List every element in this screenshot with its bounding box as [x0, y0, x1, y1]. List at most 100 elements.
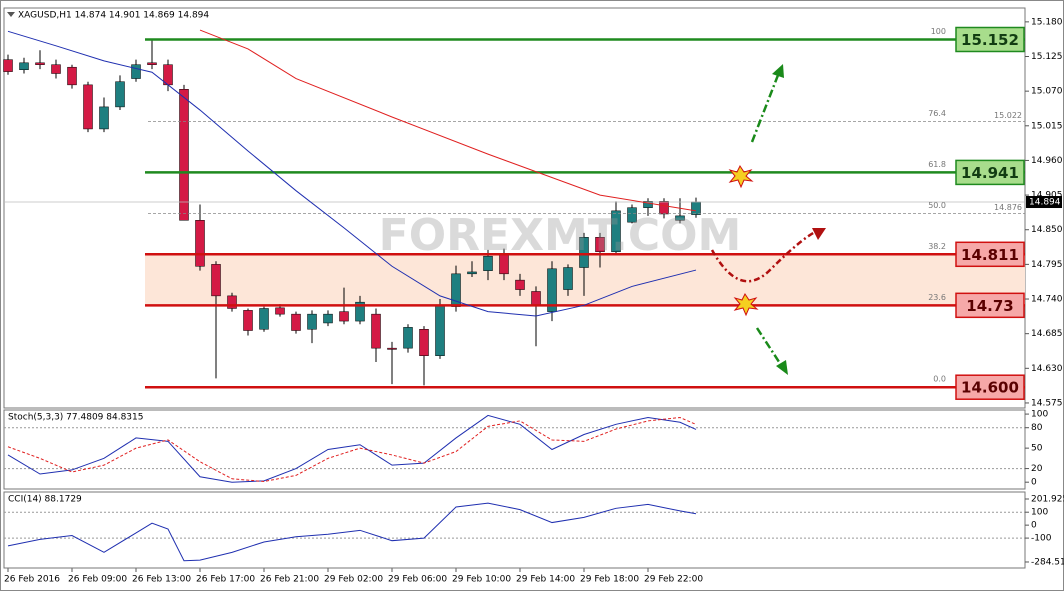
candle-body — [355, 301, 365, 322]
level-value: 14.941 — [961, 164, 1019, 182]
candle-body — [195, 220, 205, 267]
line-series — [199, 29, 697, 212]
y-tick-label: 14.905 — [1031, 191, 1063, 201]
up-arrow — [750, 69, 782, 143]
candle-body — [611, 210, 621, 253]
candle-body — [595, 237, 605, 253]
candle-body — [51, 64, 61, 74]
candle-body — [275, 307, 285, 315]
candle-body — [419, 329, 429, 356]
down-arrow — [755, 327, 785, 369]
candle-body — [307, 313, 317, 330]
y-tick-label: 201.925 — [1031, 495, 1064, 505]
arrow-head — [812, 228, 826, 240]
level-value: 14.811 — [961, 246, 1019, 264]
y-tick-label: 14.795 — [1031, 260, 1063, 270]
y-tick-label: 14.740 — [1031, 295, 1063, 305]
arrow-head — [772, 64, 784, 78]
y-tick-label: 15.070 — [1031, 87, 1063, 97]
x-tick-label: 29 Feb 22:00 — [644, 575, 703, 585]
candle-body — [659, 201, 669, 215]
candle-body — [515, 279, 525, 290]
candle-body — [131, 64, 141, 79]
candle-body — [643, 201, 653, 208]
y-tick-label: -100 — [1031, 534, 1052, 544]
x-tick-label: 26 Feb 21:00 — [260, 575, 319, 585]
price-label: 14.894 — [1029, 198, 1061, 208]
level-box — [955, 26, 1025, 53]
panel-title: XAGUSD,H1 14.874 14.901 14.869 14.894 — [18, 11, 209, 21]
fib-price: 14.876 — [994, 203, 1022, 212]
panel-frame — [3, 7, 1026, 409]
line-series — [7, 502, 697, 562]
y-tick-label: 0 — [1031, 478, 1037, 488]
panel-title: Stoch(5,3,3) 77.4809 84.8315 — [8, 413, 143, 423]
level-box — [955, 241, 1025, 268]
panel-title: CCI(14) 88.1729 — [8, 495, 82, 505]
fib-label: 0.0 — [933, 375, 946, 384]
candle-body — [19, 62, 29, 70]
fib-label: 61.8 — [928, 160, 946, 169]
curve-arrow — [710, 230, 816, 283]
y-tick-label: 14.960 — [1031, 156, 1063, 166]
line-series — [7, 414, 697, 483]
y-tick-label: 80 — [1031, 423, 1043, 433]
burst — [728, 165, 754, 189]
level-value: 14.600 — [961, 379, 1019, 397]
candle-body — [147, 62, 157, 65]
level-value: 15.152 — [961, 31, 1019, 49]
y-tick-label: 0 — [1031, 521, 1037, 531]
candle-body — [483, 255, 493, 271]
arrow-head — [776, 360, 788, 375]
candle-body — [403, 327, 413, 349]
candle-body — [371, 313, 381, 349]
annotations — [710, 64, 826, 375]
x-tick-label: 26 Feb 17:00 — [196, 575, 255, 585]
candle-body — [467, 271, 477, 275]
candle-body — [675, 215, 685, 221]
candle-body — [339, 311, 349, 322]
candle-body — [35, 62, 45, 65]
level-box — [955, 374, 1025, 400]
x-tick-label: 29 Feb 18:00 — [580, 575, 639, 585]
fib-label: 100 — [931, 27, 946, 36]
line-series — [7, 30, 697, 317]
y-tick-label: 14.575 — [1031, 398, 1063, 408]
y-tick-label: 15.125 — [1031, 52, 1063, 62]
y-tick-label: 50 — [1031, 444, 1043, 454]
level-box — [955, 292, 1025, 319]
panel-frame — [3, 491, 1026, 569]
candle-body — [387, 347, 397, 350]
candle-body — [435, 305, 445, 356]
burst — [733, 293, 759, 317]
y-tick-label: 20 — [1031, 464, 1043, 474]
candle-body — [451, 273, 461, 307]
x-tick-label: 29 Feb 14:00 — [516, 575, 575, 585]
y-tick-label: 15.180 — [1031, 17, 1063, 27]
y-tick-label: 14.850 — [1031, 225, 1063, 235]
y-tick-label: -284.517 — [1031, 557, 1064, 567]
candle-body — [291, 313, 301, 331]
candle-body — [115, 81, 125, 108]
candle-body — [531, 291, 541, 306]
level-value: 14.73 — [966, 297, 1013, 315]
plot-layer: 15.18015.12515.07015.01514.96014.90514.8… — [3, 7, 1064, 585]
candle-body — [563, 267, 573, 290]
x-tick-label: 26 Feb 2016 — [4, 575, 60, 585]
watermark: FOREXMT.COM — [379, 210, 742, 261]
x-tick-label: 26 Feb 13:00 — [132, 575, 191, 585]
candle-body — [579, 237, 589, 268]
candle-body — [3, 59, 13, 72]
candle-body — [627, 207, 637, 223]
candle-body — [83, 84, 93, 130]
y-tick-label: 14.685 — [1031, 329, 1063, 339]
candle-body — [99, 106, 109, 130]
candle-body — [243, 310, 253, 331]
x-tick-label: 29 Feb 10:00 — [452, 575, 511, 585]
candle-body — [67, 66, 77, 86]
candle-body — [227, 295, 237, 309]
candle-body — [323, 313, 333, 324]
x-tick-label: 29 Feb 02:00 — [324, 575, 383, 585]
